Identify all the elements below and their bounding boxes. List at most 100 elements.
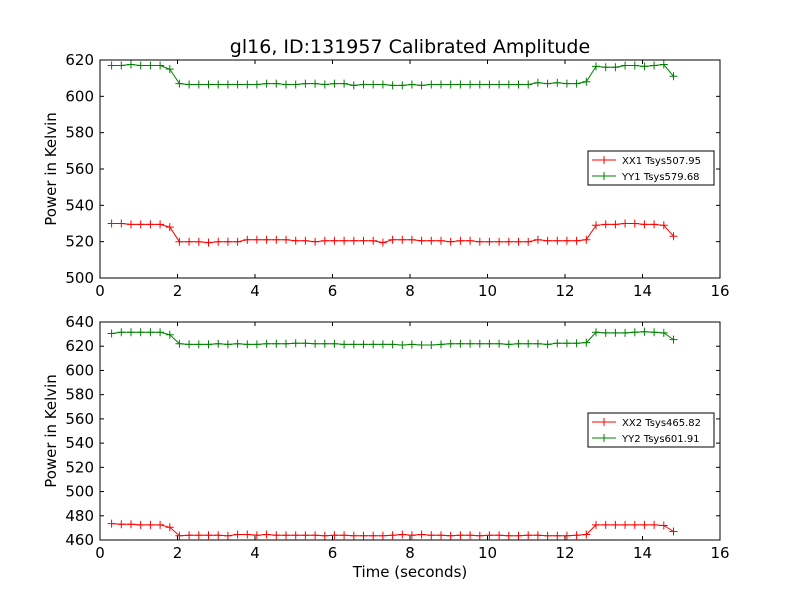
data-point xyxy=(621,61,630,70)
data-point xyxy=(262,79,271,88)
legend-marker-xx2 xyxy=(600,418,608,426)
data-point xyxy=(388,531,397,540)
bottom-y-tick-label: 560 xyxy=(65,410,94,428)
bottom-y-tick-label: 460 xyxy=(65,531,94,549)
data-point xyxy=(446,237,455,246)
data-point xyxy=(107,61,116,70)
top-x-tick-label: 12 xyxy=(555,282,574,300)
data-point xyxy=(456,531,465,540)
data-point xyxy=(562,339,571,348)
top-x-tick-label: 6 xyxy=(328,282,338,300)
data-point xyxy=(630,328,639,337)
bottom-x-tick-label: 6 xyxy=(328,544,338,562)
legend-label-xx1: XX1 Tsys507.95 xyxy=(622,156,701,167)
data-point xyxy=(601,520,610,529)
data-point xyxy=(582,77,591,86)
data-point xyxy=(514,237,523,246)
data-point xyxy=(562,531,571,540)
data-point xyxy=(243,80,252,89)
bottom-y-tick-label: 580 xyxy=(65,386,94,404)
top-x-tick-label: 2 xyxy=(173,282,183,300)
data-point xyxy=(233,530,242,539)
data-point xyxy=(146,328,155,337)
data-point xyxy=(185,80,194,89)
data-point xyxy=(650,328,659,337)
data-point xyxy=(369,340,378,349)
data-point xyxy=(582,530,591,539)
data-point xyxy=(621,328,630,337)
data-point xyxy=(562,79,571,88)
data-point xyxy=(262,235,271,244)
data-point xyxy=(282,80,290,89)
top-series-xx1 xyxy=(107,219,678,247)
data-point xyxy=(485,531,494,540)
data-point xyxy=(398,530,407,539)
data-point xyxy=(640,62,649,71)
data-point xyxy=(543,236,552,245)
bottom-legend-box xyxy=(587,412,715,448)
data-point xyxy=(320,531,329,540)
data-point xyxy=(320,236,329,245)
data-point xyxy=(252,340,261,349)
data-point xyxy=(340,531,349,540)
data-point xyxy=(301,79,310,88)
data-point xyxy=(495,531,504,540)
data-point xyxy=(553,236,562,245)
data-point xyxy=(437,531,445,540)
data-point xyxy=(543,79,552,88)
data-point xyxy=(640,520,649,529)
bottom-y-tick-label: 520 xyxy=(65,458,94,476)
data-point xyxy=(407,80,416,89)
data-point xyxy=(630,520,639,529)
top-x-tick-label: 10 xyxy=(478,282,497,300)
data-point xyxy=(349,81,358,90)
data-point xyxy=(466,236,475,245)
data-point xyxy=(194,80,203,89)
data-point xyxy=(611,328,620,337)
data-point xyxy=(427,80,436,89)
top-y-axis-label: Power in Kelvin xyxy=(42,112,60,226)
x-axis-label: Time (seconds) xyxy=(352,563,468,581)
data-point xyxy=(456,80,465,89)
legend-marker-yy2 xyxy=(600,434,608,442)
data-point xyxy=(117,219,126,228)
data-point xyxy=(156,220,165,229)
data-point xyxy=(407,340,416,349)
data-point xyxy=(165,223,174,232)
top-y-tick-label: 520 xyxy=(65,233,94,251)
legend-label-xx2: XX2 Tsys465.82 xyxy=(622,418,701,429)
data-point xyxy=(669,527,678,536)
data-point xyxy=(369,531,378,540)
data-point xyxy=(204,80,213,89)
data-point xyxy=(427,236,436,245)
top-y-tick-label: 600 xyxy=(65,87,94,105)
data-point xyxy=(340,340,349,349)
bottom-x-tick-label: 8 xyxy=(405,544,415,562)
data-point xyxy=(146,220,155,229)
top-x-tick-label: 0 xyxy=(95,282,105,300)
data-point xyxy=(252,531,261,540)
data-point xyxy=(650,220,659,229)
data-point xyxy=(272,235,281,244)
data-point xyxy=(446,339,455,348)
data-point xyxy=(252,80,261,89)
data-point xyxy=(165,330,174,339)
data-point xyxy=(504,340,513,349)
top-x-tick-label: 8 xyxy=(405,282,415,300)
data-point xyxy=(127,60,135,69)
bottom-x-tick-label: 4 xyxy=(250,544,260,562)
data-point xyxy=(417,341,426,349)
data-point xyxy=(446,80,455,89)
data-point xyxy=(291,339,300,348)
data-point xyxy=(466,531,475,540)
data-point xyxy=(533,339,542,348)
data-point xyxy=(369,80,378,89)
data-point xyxy=(233,80,242,89)
data-point xyxy=(437,340,445,349)
data-point xyxy=(466,339,475,348)
bottom-panel: 0 2 4 6 8 10 12 14 16 460 480 500 520 540 560 580 600 620… xyxy=(42,313,730,581)
data-point xyxy=(301,236,310,245)
data-point xyxy=(437,236,445,245)
bottom-series-group xyxy=(107,327,678,540)
